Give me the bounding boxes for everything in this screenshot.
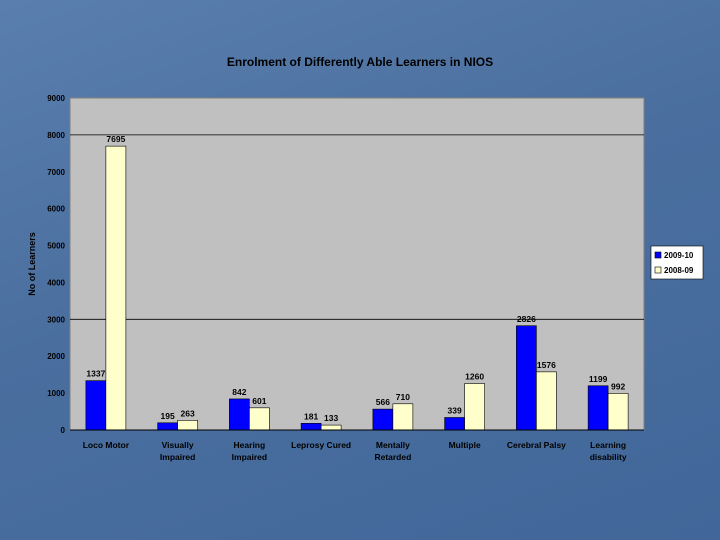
data-label: 842: [232, 387, 246, 397]
legend-label: 2009-10: [664, 251, 694, 260]
y-tick-labels: 0 1000 2000 3000 4000 5000 6000 7000 8000 9000: [47, 94, 65, 435]
data-labels: 1337 7695 195 263 842 601 181 133 566 710 339 1260 2…: [86, 134, 625, 423]
category-label: disability: [590, 452, 627, 462]
data-label: 133: [324, 413, 338, 423]
data-label: 181: [304, 411, 318, 421]
bar-2009-10: [372, 408, 394, 431]
data-label: 992: [611, 381, 625, 391]
category-label: Impaired: [232, 452, 267, 462]
bar-2008-09: [177, 419, 198, 431]
category-label: Learning: [590, 440, 626, 450]
data-label: 1199: [589, 374, 608, 384]
data-label: 1576: [537, 360, 556, 370]
y-tick-label: 0: [61, 426, 66, 435]
data-label: 601: [252, 396, 266, 406]
bar-2009-10: [587, 385, 609, 431]
bar-2008-09: [320, 424, 342, 431]
legend-swatch: [654, 251, 662, 259]
data-label: 1260: [465, 372, 484, 382]
legend-swatch: [654, 266, 662, 274]
bar-2008-09: [607, 393, 629, 431]
y-tick-label: 9000: [47, 94, 65, 103]
category-label: Leprosy Cured: [291, 440, 351, 450]
category-label: Impaired: [160, 452, 195, 462]
bar-2009-10: [85, 380, 107, 431]
bar-2009-10: [444, 417, 465, 431]
category-label: Visually: [162, 440, 194, 450]
y-tick-label: 6000: [47, 205, 65, 214]
bar-2008-09: [536, 371, 557, 431]
bar-2008-09: [105, 145, 127, 431]
bar-2008-09: [464, 383, 485, 431]
bar-2009-10: [157, 422, 178, 431]
y-tick-label: 2000: [47, 352, 65, 361]
legend: 2009-10 2008-09: [650, 245, 704, 280]
data-label: 7695: [106, 134, 125, 144]
y-tick-label: 4000: [47, 278, 65, 287]
bar-2008-09: [249, 407, 270, 431]
data-label: 566: [376, 397, 390, 407]
bars: [85, 145, 629, 431]
bar-2009-10: [229, 398, 250, 431]
y-tick-label: 7000: [47, 168, 65, 177]
category-label: Retarded: [374, 452, 411, 462]
data-label: 263: [181, 408, 195, 418]
data-label: 339: [448, 405, 462, 415]
gridlines: [70, 134, 644, 320]
category-label: Cerebral Palsy: [507, 440, 566, 450]
data-label: 2826: [517, 314, 536, 324]
data-label: 1337: [86, 369, 105, 379]
chart-title: Enrolment of Differently Able Learners i…: [227, 55, 493, 69]
y-tick-label: 8000: [47, 131, 65, 140]
y-tick-label: 3000: [47, 315, 65, 324]
data-label: 195: [161, 411, 175, 421]
category-labels: Loco Motor Visually Impaired Hearing Impaire…: [83, 440, 627, 462]
category-label: Loco Motor: [83, 440, 130, 450]
y-axis-title: No of Learners: [27, 232, 37, 296]
y-tick-label: 1000: [47, 389, 65, 398]
category-label: Multiple: [449, 440, 481, 450]
plot-area: [69, 97, 645, 431]
category-label: Hearing: [234, 440, 266, 450]
bar-2008-09: [392, 403, 414, 431]
bar-2009-10: [300, 423, 322, 431]
data-label: 710: [396, 392, 410, 402]
bar-2009-10: [516, 325, 537, 431]
legend-box: [650, 245, 704, 280]
y-tick-label: 5000: [47, 242, 65, 251]
category-label: Mentally: [376, 440, 410, 450]
legend-label: 2008-09: [664, 266, 694, 275]
